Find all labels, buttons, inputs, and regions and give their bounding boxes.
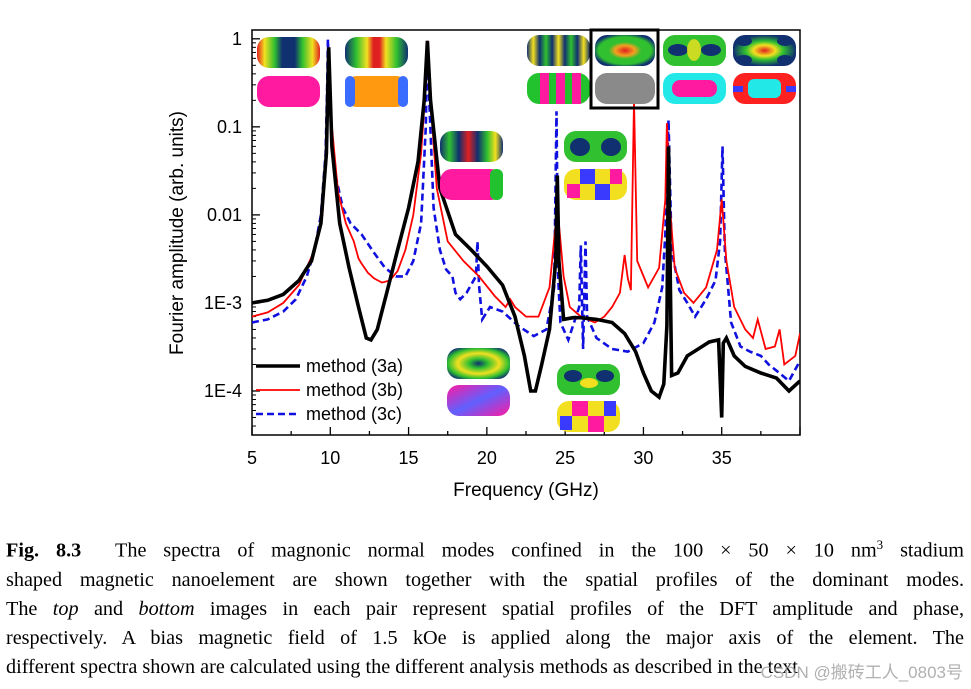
x-tick-label: 5 bbox=[247, 448, 257, 468]
caption-superscript: 3 bbox=[876, 537, 884, 552]
mode-inset-21 bbox=[447, 348, 510, 416]
legend: method (3a) method (3b) method (3c) bbox=[256, 356, 403, 424]
caption-line-3-mid: and bbox=[93, 597, 124, 620]
mode-inset-24-5 bbox=[440, 131, 503, 200]
caption-line-1-tail: stadium bbox=[900, 539, 964, 562]
caption-line-3: The top and bottom images in each pair r… bbox=[6, 595, 964, 624]
x-tick-label: 15 bbox=[399, 448, 419, 468]
mode-inset-31-6 bbox=[663, 35, 726, 104]
caption-line-4: respectively. A bias magnetic field of 1… bbox=[6, 626, 964, 649]
y-tick-label: 0.1 bbox=[217, 117, 242, 137]
y-axis-label: Fourier amplitude (arb. units) bbox=[167, 111, 188, 355]
legend-label-3b: method (3b) bbox=[306, 380, 403, 400]
mode-inset-26 bbox=[557, 364, 620, 432]
caption-line-3-post: images in each pair represent spatial pr… bbox=[209, 597, 965, 620]
mode-inset-29-4-highlighted bbox=[589, 28, 660, 110]
mode-inset-27 bbox=[564, 131, 627, 200]
mode-inset-9-8 bbox=[257, 37, 320, 107]
figure-caption: Fig. 8.3 The spectra of magnonic normal … bbox=[6, 530, 964, 682]
figure-label: Fig. 8.3 bbox=[6, 539, 82, 562]
y-tick-label: 1E-4 bbox=[204, 381, 242, 401]
caption-word-top: top bbox=[52, 597, 79, 620]
mode-inset-16-2 bbox=[345, 37, 408, 107]
x-tick-label: 35 bbox=[712, 448, 732, 468]
x-axis-label: Frequency (GHz) bbox=[453, 480, 599, 501]
legend-label-3c: method (3c) bbox=[306, 404, 402, 424]
caption-word-bottom: bottom bbox=[138, 597, 195, 620]
x-tick-label: 20 bbox=[477, 448, 497, 468]
caption-line-1-text: The spectra of magnonic normal modes con… bbox=[115, 539, 877, 562]
legend-label-3a: method (3a) bbox=[306, 356, 403, 376]
x-tick-label: 30 bbox=[633, 448, 653, 468]
series-method-3a bbox=[252, 40, 800, 418]
y-tick-label: 0.01 bbox=[207, 205, 242, 225]
x-tick-labels: 5 10 15 20 25 30 35 bbox=[247, 448, 732, 468]
x-tick-label: 10 bbox=[320, 448, 340, 468]
caption-line-3-pre: The bbox=[6, 597, 38, 620]
caption-line-5: different spectra shown are calculated u… bbox=[6, 655, 798, 678]
watermark: CSDN @搬砖工人_0803号 bbox=[760, 663, 963, 682]
x-tick-label: 25 bbox=[555, 448, 575, 468]
mode-inset-24-5-stripes bbox=[527, 35, 590, 104]
y-tick-label: 1 bbox=[232, 29, 242, 49]
mode-inset-35 bbox=[733, 35, 796, 104]
y-tick-label: 1E-3 bbox=[204, 293, 242, 313]
y-tick-labels: 1E-4 1E-3 0.01 0.1 1 bbox=[204, 29, 242, 401]
caption-line-2: shaped magnetic nanoelement are shown to… bbox=[6, 568, 964, 591]
caption-line-1: Fig. 8.3 The spectra of magnonic normal … bbox=[6, 530, 964, 566]
spectrum-figure: 5 10 15 20 25 30 35 1E-4 1E-3 0.01 0.1 1 bbox=[167, 28, 801, 501]
